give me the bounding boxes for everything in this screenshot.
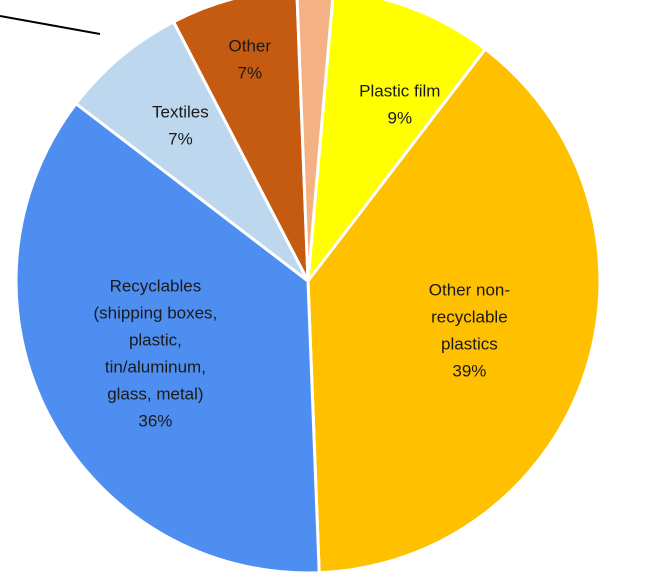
data-label-name-line: plastics: [441, 335, 498, 354]
pie-slice-recyclables-shipping-box: [14, 101, 321, 575]
data-label-name-line: Recyclables: [110, 277, 202, 296]
pie-slice-other-non-recyclable-pla: [306, 46, 602, 575]
data-label-value: 9%: [388, 109, 413, 128]
data-label-name-line: Other non-: [429, 281, 510, 300]
data-label-name-line: glass, metal): [107, 385, 203, 404]
data-label-value: 7%: [238, 64, 263, 83]
data-label-name-line: plastic,: [129, 331, 182, 350]
data-label-name-line: Other: [229, 37, 272, 56]
data-label-name-line: tin/aluminum,: [105, 358, 206, 377]
data-label-other-non-recyclable-pla: Other non-recyclable plastics 39%: [429, 281, 510, 381]
data-label-recyclables-shipping-box: Recyclables (shipping boxes, plastic, tin/a…: [93, 277, 217, 431]
pie-slice-plastic-film: [306, 0, 488, 287]
data-label-name-line: Plastic film: [359, 82, 440, 101]
data-label-other: Other 7%: [229, 37, 272, 83]
pie-slice-other: [171, 0, 310, 282]
data-label-name-line: Textiles: [152, 103, 209, 122]
pie-slice-textiles: [73, 19, 310, 283]
pie-slices: [14, 0, 602, 575]
leader-line: [0, 15, 101, 35]
data-label-textiles: Textiles 7%: [152, 103, 209, 149]
data-label-name-line: (shipping boxes,: [93, 304, 217, 323]
data-label-value: 39%: [452, 362, 486, 381]
data-label-plastic-film: Plastic film 9%: [359, 82, 440, 128]
pie-slice-unlabeled-5: [295, 0, 335, 282]
data-label-value: 7%: [168, 130, 193, 149]
data-label-value: 36%: [138, 412, 172, 431]
data-label-name-line: recyclable: [431, 308, 508, 327]
pie-data-labels: Plastic film 9% Other non-recyclable plasti…: [93, 37, 510, 431]
